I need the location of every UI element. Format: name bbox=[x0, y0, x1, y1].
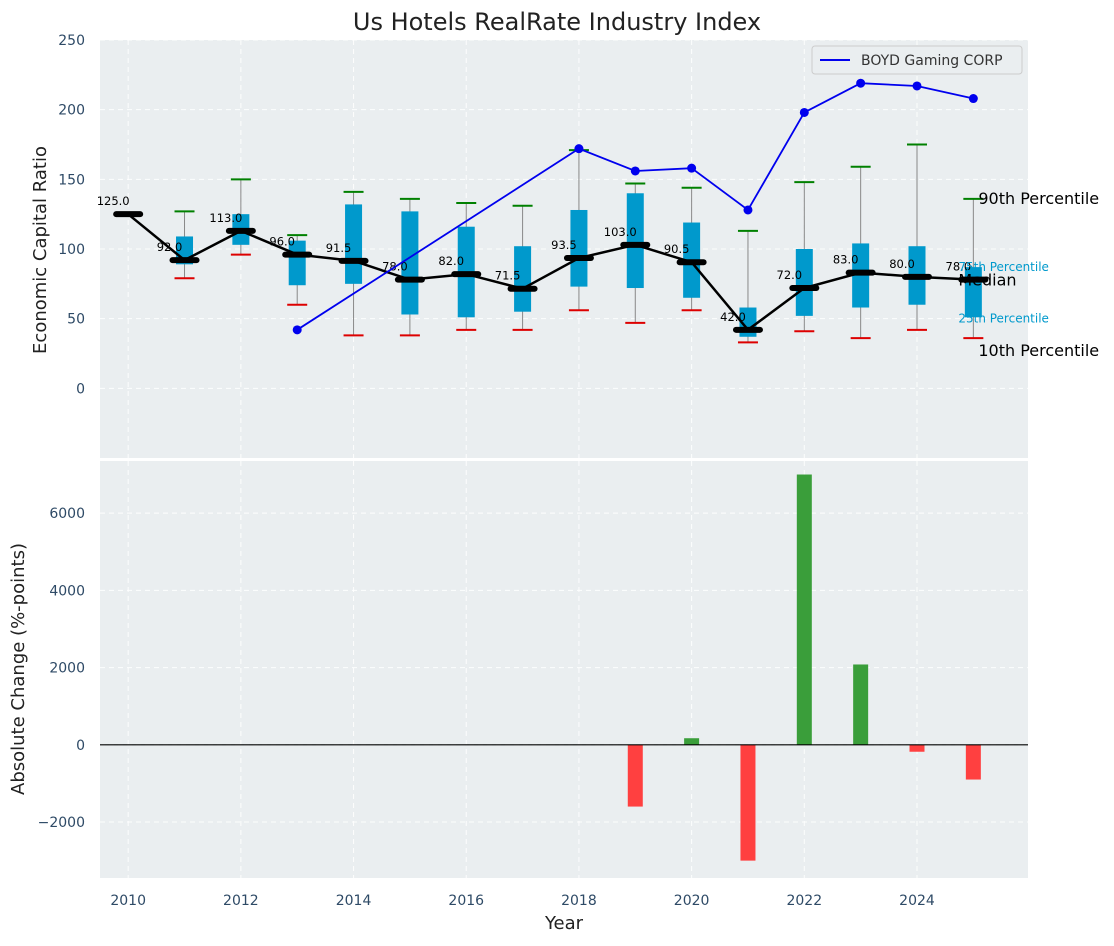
x-tick-label: 2024 bbox=[899, 893, 935, 909]
median-value-label: 90.5 bbox=[664, 242, 690, 256]
bottom-panel-background bbox=[100, 461, 1028, 878]
median-value-label: 42.0 bbox=[720, 310, 746, 324]
legend-frame bbox=[811, 45, 1023, 75]
x-tick-label: 2020 bbox=[674, 893, 710, 909]
x-tick-label: 2018 bbox=[561, 893, 597, 909]
change-bar bbox=[909, 744, 925, 752]
median-value-label: 96.0 bbox=[269, 235, 295, 249]
company-point bbox=[743, 205, 753, 215]
bottom-panel-y-axis-label: Absolute Change (%-points) bbox=[8, 543, 29, 795]
top-y-tick-label: 200 bbox=[58, 103, 85, 119]
annotation-90th-percentile: 90th Percentile bbox=[978, 189, 1099, 208]
bottom-panel-marks bbox=[100, 474, 1028, 861]
median-value-label: 72.0 bbox=[777, 268, 803, 282]
annotation-25th-percentile: 25th Percentile bbox=[958, 311, 1049, 325]
median-value-label: 80.0 bbox=[889, 257, 915, 271]
bottom-y-tick-label: 0 bbox=[76, 738, 85, 754]
bottom-panel-tick-labels: −2000 0 2000 4000 6000 bbox=[38, 506, 85, 831]
top-y-tick-label: 0 bbox=[76, 381, 85, 397]
x-axis-tick-labels: 2010 2012 2014 2016 2018 2020 2022 2024 bbox=[110, 893, 935, 909]
median-value-label: 82.0 bbox=[438, 254, 464, 268]
median-value-label: 125.0 bbox=[97, 194, 130, 208]
iqr-box bbox=[345, 204, 363, 284]
median-value-label: 71.5 bbox=[495, 269, 521, 283]
change-bar bbox=[740, 744, 756, 861]
bottom-y-tick-label: 6000 bbox=[49, 506, 85, 522]
x-tick-label: 2012 bbox=[223, 893, 259, 909]
legend: BOYD Gaming CORP bbox=[811, 45, 1023, 75]
annotation-10th-percentile: 10th Percentile bbox=[978, 341, 1099, 360]
x-axis-label: Year bbox=[544, 913, 584, 934]
median-value-label: 92.0 bbox=[157, 240, 183, 254]
bottom-y-tick-label: 2000 bbox=[49, 661, 85, 677]
x-tick-label: 2014 bbox=[336, 893, 372, 909]
x-tick-label: 2010 bbox=[110, 893, 146, 909]
top-y-tick-label: 100 bbox=[58, 242, 85, 258]
iqr-box bbox=[626, 193, 644, 289]
bottom-y-tick-label: −2000 bbox=[38, 815, 85, 831]
company-point bbox=[292, 325, 302, 335]
change-bar bbox=[684, 738, 700, 745]
company-point bbox=[687, 163, 697, 173]
iqr-box bbox=[570, 209, 588, 287]
company-point bbox=[968, 94, 978, 104]
x-tick-label: 2022 bbox=[786, 893, 822, 909]
top-y-tick-label: 50 bbox=[67, 312, 85, 328]
company-point bbox=[912, 81, 922, 91]
x-tick-label: 2016 bbox=[448, 893, 484, 909]
median-value-label: 83.0 bbox=[833, 253, 859, 267]
median-value-label: 93.5 bbox=[551, 238, 577, 252]
company-point bbox=[799, 107, 809, 117]
company-point bbox=[630, 166, 640, 176]
iqr-box bbox=[514, 246, 532, 312]
top-panel-y-axis-label: Economic Capital Ratio bbox=[30, 146, 51, 354]
iqr-box bbox=[401, 211, 419, 315]
company-point bbox=[856, 78, 866, 88]
change-bar bbox=[796, 474, 812, 745]
change-bar bbox=[627, 744, 643, 807]
company-point bbox=[574, 144, 584, 154]
top-y-tick-label: 150 bbox=[58, 172, 85, 188]
change-bar bbox=[965, 744, 981, 780]
median-value-label: 113.0 bbox=[209, 211, 242, 225]
annotation-75th-percentile: 75th Percentile bbox=[958, 260, 1049, 274]
top-y-tick-label: 250 bbox=[58, 33, 85, 49]
median-value-label: 103.0 bbox=[604, 225, 637, 239]
bottom-y-tick-label: 4000 bbox=[49, 583, 85, 599]
chart-title: Us Hotels RealRate Industry Index bbox=[353, 8, 761, 36]
median-value-label: 91.5 bbox=[326, 241, 352, 255]
top-panel-tick-labels: 0 50 100 150 200 250 bbox=[58, 33, 85, 397]
median-line bbox=[127, 213, 974, 332]
annotation-median: Median bbox=[958, 271, 1016, 290]
median-value-label: 78.0 bbox=[946, 260, 972, 274]
legend-label-boyd: BOYD Gaming CORP bbox=[861, 53, 1003, 69]
change-bar bbox=[853, 664, 869, 745]
iqr-box bbox=[795, 249, 813, 316]
top-panel-marks: 125.0 92.0 113.0 96.0 91.5 78.0 82.0 71.5 93.5 10… bbox=[97, 78, 1099, 360]
